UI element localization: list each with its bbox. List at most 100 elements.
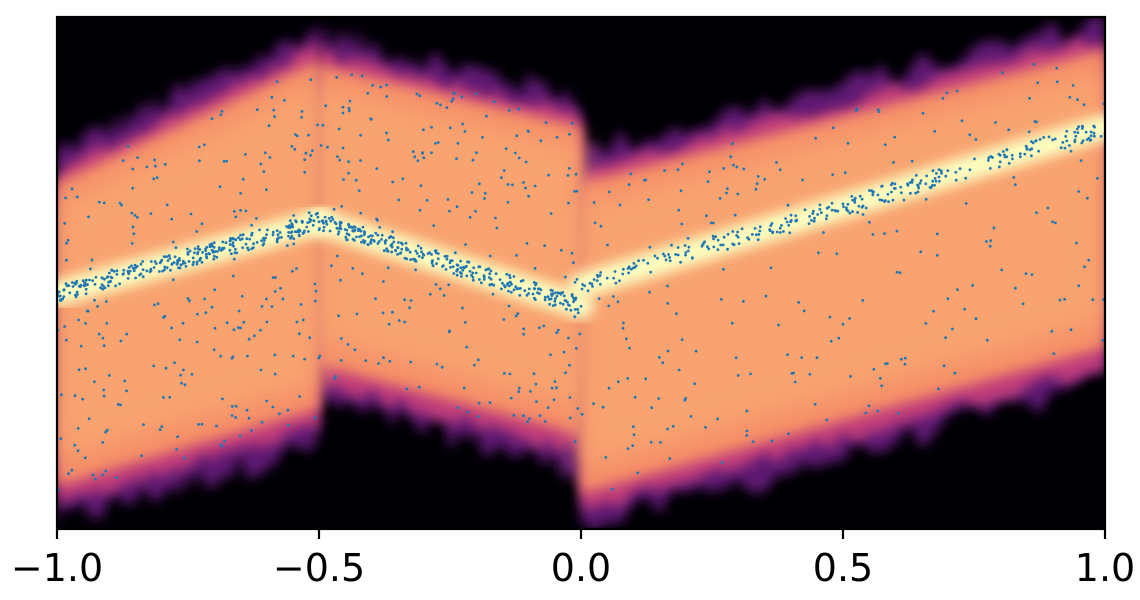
scatter-point (878, 376, 882, 380)
scatter-point (452, 272, 456, 275)
scatter-point (836, 209, 840, 213)
scatter-point (115, 269, 119, 273)
scatter-point (280, 236, 283, 239)
scatter-point (515, 134, 519, 138)
scatter-point (757, 233, 761, 236)
scatter-point (381, 311, 385, 315)
scatter-point (770, 222, 774, 225)
scatter-point (347, 222, 350, 226)
scatter-point (1030, 147, 1034, 151)
scatter-point (690, 256, 694, 260)
scatter-point (182, 456, 186, 460)
scatter-point (306, 221, 310, 225)
scatter-point (1063, 146, 1067, 150)
scatter-point (726, 247, 729, 251)
scatter-point (657, 397, 661, 400)
scatter-point (944, 336, 947, 340)
scatter-point (239, 326, 243, 330)
scatter-point (488, 272, 492, 276)
scatter-point (778, 168, 782, 172)
scatter-point (279, 286, 282, 290)
scatter-point (507, 289, 510, 293)
scatter-point (871, 193, 875, 197)
scatter-point (1053, 137, 1057, 141)
scatter-point (114, 284, 117, 288)
scatter-point (482, 278, 486, 281)
scatter-point (825, 418, 829, 422)
scatter-point (376, 233, 380, 237)
scatter-point (775, 230, 779, 234)
scatter-point (629, 172, 633, 176)
scatter-point (418, 208, 422, 212)
scatter-point (251, 246, 255, 250)
scatter-point (489, 269, 493, 273)
scatter-point (880, 384, 884, 388)
scatter-point (466, 410, 470, 414)
scatter-point (398, 252, 402, 255)
scatter-point (903, 362, 907, 366)
scatter-point (158, 261, 162, 265)
scatter-point (347, 106, 351, 110)
scatter-point (546, 295, 550, 299)
scatter-point (491, 292, 495, 296)
scatter-point (555, 386, 558, 390)
scatter-point (158, 270, 161, 273)
scatter-point (335, 75, 339, 79)
scatter-point (289, 236, 292, 240)
scatter-point (432, 224, 436, 228)
scatter-point (234, 215, 238, 219)
scatter-point (309, 214, 313, 218)
scatter-point (633, 395, 637, 399)
scatter-point (93, 380, 96, 384)
scatter-point (930, 184, 934, 187)
scatter-point (341, 111, 345, 115)
scatter-point (703, 240, 706, 244)
scatter-point (186, 253, 190, 256)
scatter-point (479, 281, 483, 285)
scatter-point (539, 139, 543, 143)
scatter-point (543, 244, 547, 248)
scatter-point (377, 362, 380, 365)
scatter-point (359, 133, 362, 137)
scatter-point (297, 228, 301, 232)
scatter-point (527, 194, 530, 198)
scatter-point (544, 121, 548, 124)
scatter-point (1059, 146, 1063, 150)
scatter-point (456, 264, 460, 267)
scatter-point (408, 306, 411, 310)
scatter-point (307, 133, 310, 137)
scatter-point (271, 233, 275, 237)
scatter-point (127, 272, 131, 276)
scatter-point (303, 357, 306, 361)
scatter-point (528, 417, 531, 421)
scatter-point (440, 365, 444, 369)
scatter-point (534, 283, 537, 287)
scatter-point (784, 217, 787, 220)
scatter-point (77, 318, 80, 322)
scatter-point (964, 176, 968, 180)
scatter-point (694, 349, 698, 353)
scatter-point (1051, 138, 1054, 142)
scatter-point (524, 186, 527, 190)
scatter-point (616, 300, 620, 304)
scatter-point (1089, 138, 1093, 142)
scatter-point (212, 257, 216, 261)
scatter-point (518, 293, 522, 297)
scatter-point (542, 324, 546, 328)
scatter-point (837, 336, 841, 340)
scatter-point (668, 457, 672, 461)
scatter-point (338, 220, 342, 224)
scatter-point (937, 387, 940, 391)
scatter-point (235, 251, 239, 255)
scatter-point (789, 213, 793, 217)
scatter-point (632, 433, 636, 437)
scatter-point (81, 279, 85, 283)
scatter-point (895, 229, 899, 233)
scatter-point (487, 267, 491, 271)
scatter-point (286, 408, 290, 412)
scatter-point (1050, 329, 1054, 333)
scatter-point (91, 473, 95, 477)
scatter-point (546, 406, 550, 409)
scatter-point (451, 97, 455, 101)
scatter-point (391, 230, 394, 234)
